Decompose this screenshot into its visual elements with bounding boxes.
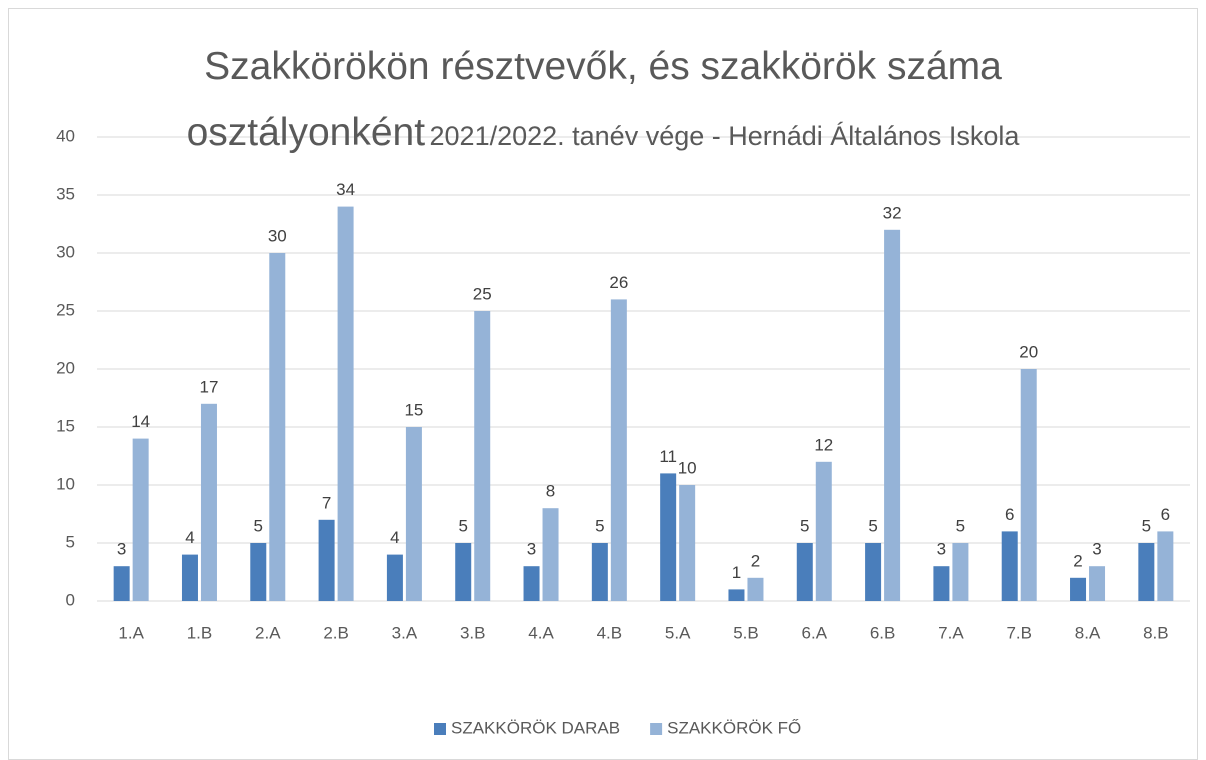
bar [405, 427, 422, 601]
data-label: 25 [473, 284, 492, 303]
bar [250, 543, 267, 601]
bar [591, 543, 608, 601]
chart-subtitle: 2021/2022. tanév vége - Hernádi Általáno… [429, 121, 1020, 151]
data-label: 2 [751, 551, 760, 570]
bar [952, 543, 969, 601]
data-label: 15 [404, 400, 423, 419]
bar [660, 473, 677, 601]
bar [747, 577, 764, 601]
bar [337, 206, 354, 601]
y-tick-label: 0 [66, 590, 75, 609]
x-tick-label: 5.A [665, 623, 691, 642]
bar [113, 566, 130, 601]
x-tick-label: 3.A [392, 623, 418, 642]
bar [386, 554, 403, 601]
data-label: 10 [678, 458, 697, 477]
data-label: 3 [117, 540, 126, 559]
bar [1020, 369, 1037, 601]
bar [933, 566, 950, 601]
x-tick-label: 8.B [1143, 623, 1169, 642]
chart-border [8, 8, 1198, 760]
bar [1138, 543, 1155, 601]
bar [474, 311, 491, 601]
data-label: 7 [322, 493, 331, 512]
title-block: Szakkörökön résztvevők, és szakkörök szá… [103, 38, 1103, 170]
data-label: 5 [1142, 516, 1151, 535]
legend-swatch [650, 723, 663, 735]
x-tick-label: 5.B [733, 623, 759, 642]
data-label: 5 [956, 516, 965, 535]
x-tick-label: 6.A [802, 623, 828, 642]
data-label: 20 [1019, 342, 1038, 361]
data-label: 4 [390, 528, 399, 547]
bar [200, 403, 217, 601]
data-label: 3 [1092, 540, 1101, 559]
bar [132, 438, 149, 601]
x-tick-label: 2.A [255, 623, 281, 642]
bar [523, 566, 540, 601]
y-tick-label: 35 [56, 184, 75, 203]
data-label: 34 [336, 180, 355, 199]
bar [815, 461, 832, 601]
data-label: 5 [458, 516, 467, 535]
bar [542, 508, 559, 601]
bar [318, 519, 335, 601]
data-label: 17 [200, 377, 219, 396]
y-tick-label: 30 [56, 242, 75, 261]
bar [728, 589, 745, 601]
data-label: 3 [527, 540, 536, 559]
y-tick-label: 10 [56, 474, 75, 493]
data-label: 4 [185, 528, 194, 547]
data-label: 2 [1073, 551, 1082, 570]
data-label: 11 [659, 447, 677, 466]
bar [865, 543, 882, 601]
x-tick-label: 4.A [528, 623, 554, 642]
x-tick-label: 6.B [870, 623, 896, 642]
data-label: 14 [131, 412, 150, 431]
x-tick-label: 2.B [323, 623, 349, 642]
chart-title: Szakkörökön résztvevők, és szakkörök szá… [186, 45, 1002, 154]
data-label: 3 [937, 540, 946, 559]
bar [610, 299, 627, 601]
bar [1070, 577, 1087, 601]
bar [269, 253, 286, 601]
legend-swatch [434, 723, 446, 735]
bar [1001, 531, 1018, 601]
bar [679, 485, 696, 601]
data-label: 5 [800, 516, 809, 535]
data-label: 30 [268, 226, 287, 245]
legend-label: SZAKKÖRÖK DARAB [451, 718, 620, 737]
y-tick-label: 15 [56, 416, 75, 435]
data-label: 6 [1005, 505, 1014, 524]
data-label: 6 [1161, 505, 1170, 524]
x-tick-label: 1.A [118, 623, 144, 642]
x-tick-label: 7.B [1006, 623, 1032, 642]
data-label: 12 [814, 435, 833, 454]
y-tick-label: 5 [66, 532, 75, 551]
y-tick-label: 20 [56, 358, 75, 377]
data-label: 5 [595, 516, 604, 535]
x-tick-label: 8.A [1075, 623, 1101, 642]
bar [455, 543, 472, 601]
data-label: 1 [732, 563, 741, 582]
x-tick-label: 4.B [597, 623, 623, 642]
data-label: 5 [254, 516, 263, 535]
bar [884, 229, 901, 602]
x-tick-label: 3.B [460, 623, 486, 642]
bar [181, 554, 198, 601]
bar [796, 543, 813, 601]
legend-label: SZAKKÖRÖK FŐ [667, 718, 801, 737]
y-tick-label: 25 [56, 300, 75, 319]
bar [1089, 566, 1106, 601]
bar [1157, 531, 1174, 601]
x-tick-label: 1.B [187, 623, 213, 642]
data-label: 8 [546, 482, 555, 501]
x-tick-label: 7.A [938, 623, 964, 642]
data-label: 32 [883, 203, 902, 222]
data-label: 5 [868, 516, 877, 535]
y-tick-label: 40 [56, 126, 75, 145]
data-label: 26 [609, 273, 628, 292]
